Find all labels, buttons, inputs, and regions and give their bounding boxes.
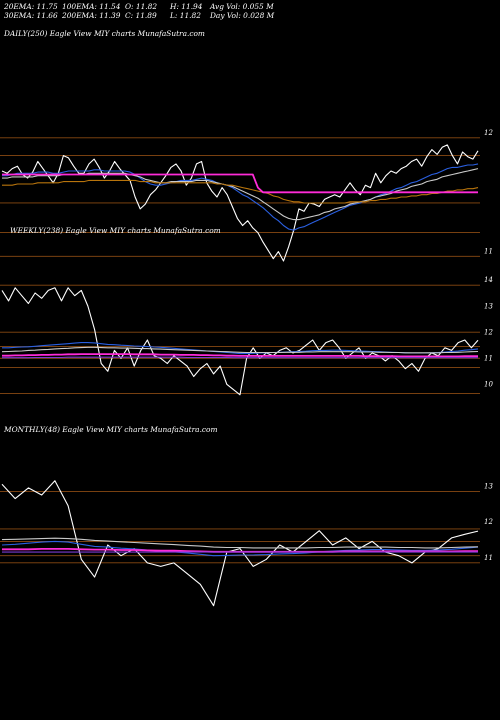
monthly-tick-label-11: 11 <box>484 554 493 562</box>
monthly-series-ema_fast <box>1 540 479 557</box>
stat-30ema: 30EMA: 11.66 <box>4 11 58 20</box>
weekly-series-ema_slow <box>2 353 478 358</box>
daily-series-ema30 <box>2 168 479 221</box>
weekly-panel-label: WEEKLY(238) Eagle View MIY charts Munafa… <box>10 226 221 235</box>
stat-open: O: 11.82 <box>125 2 158 11</box>
daily-series-ema100 <box>2 179 479 204</box>
monthly-tick-label-13: 13 <box>484 482 493 490</box>
weekly-series-ema_long <box>2 356 478 359</box>
stat-200ema: 200EMA: 11.39 <box>62 11 121 20</box>
daily-series-price <box>1 144 479 262</box>
daily-series-ema200 <box>2 173 478 194</box>
weekly-tick-label-10: 10 <box>484 381 493 389</box>
stat-low: L: 11.82 <box>170 11 201 20</box>
stat-day-vol: Day Vol: 0.028 M <box>210 11 275 20</box>
weekly-series-ema_mid <box>1 346 479 354</box>
daily-series-ema20 <box>2 163 479 231</box>
monthly-series-ema_mid <box>1 537 479 549</box>
stat-20ema: 20EMA: 11.75 <box>4 2 58 11</box>
indicator-header: 20EMA: 11.75 100EMA: 11.54 O: 11.82 H: 1… <box>0 0 500 20</box>
monthly-tick-label-12: 12 <box>484 518 493 526</box>
stat-close: C: 11.89 <box>125 11 157 20</box>
weekly-tick-label-11: 11 <box>484 354 493 362</box>
daily-tick-label-11: 11 <box>484 247 493 255</box>
weekly-tick-label-13: 13 <box>484 302 493 310</box>
weekly-tick-label-12: 12 <box>484 328 493 336</box>
monthly-panel-label: MONTHLY(48) Eagle View MIY charts Munafa… <box>3 425 218 434</box>
daily-panel-label: DAILY(250) Eagle View MIY charts MunafaS… <box>3 29 205 38</box>
stat-high: H: 11.94 <box>170 2 203 11</box>
weekly-tick-label-14: 14 <box>484 276 493 284</box>
daily-tick-label-12: 12 <box>484 129 493 137</box>
weekly-series-price <box>1 287 479 396</box>
monthly-series-price <box>1 480 479 607</box>
stat-avg-vol: Avg Vol: 0.055 M <box>210 2 274 11</box>
stat-100ema: 100EMA: 11.54 <box>62 2 121 11</box>
